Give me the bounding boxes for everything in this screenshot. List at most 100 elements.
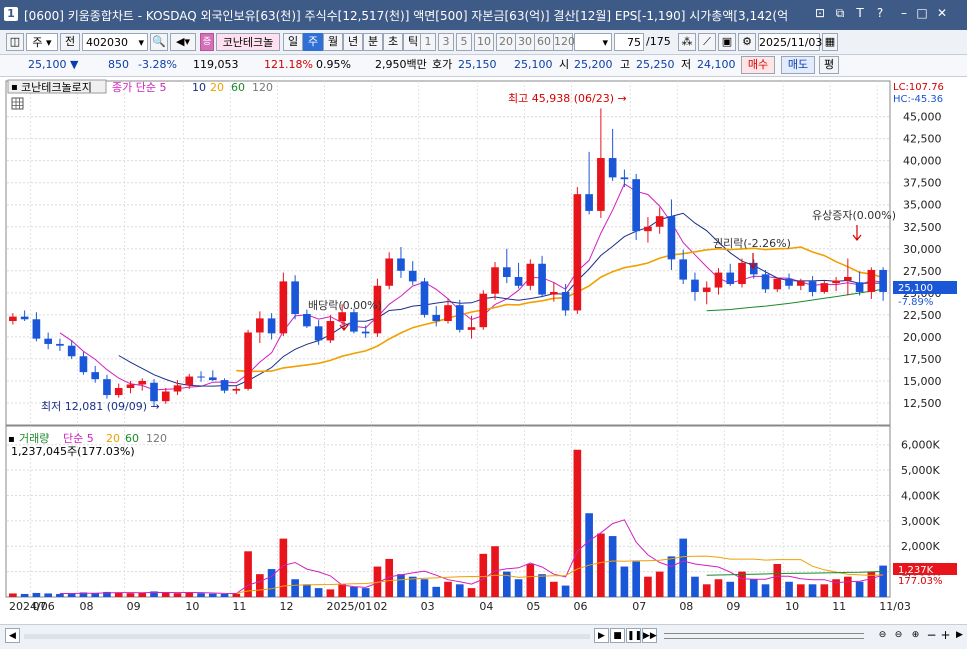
volume-bar [91, 592, 100, 597]
volume-bar [479, 553, 488, 597]
interval-year[interactable]: 년 [343, 33, 363, 51]
minimize-button[interactable]: – [901, 6, 907, 20]
volume-bar [232, 593, 241, 597]
chevron-down-icon[interactable]: ▾ [138, 36, 144, 49]
save-icon[interactable]: ▣ [718, 33, 736, 51]
zoom-reset-icon[interactable]: ⊖ [894, 630, 903, 640]
step-30[interactable]: 30 [515, 33, 535, 51]
font-icon[interactable]: T [856, 6, 864, 20]
zoom-in-icon[interactable]: ⊕ [911, 630, 920, 640]
volume-ma-5: 단순 5 [63, 432, 94, 445]
period-select[interactable]: 주 ▾ [26, 33, 58, 51]
price-tag [893, 281, 957, 294]
interval-day[interactable]: 일 [283, 33, 303, 51]
scroll-right-icon[interactable]: ▶ [956, 630, 963, 640]
stock-code-value: 402030 [86, 36, 128, 49]
stock-code-input[interactable]: 402030 ▾ [82, 33, 148, 51]
maximize-button[interactable]: □ [916, 6, 928, 20]
volume-ma-20: 20 [106, 432, 120, 445]
play-icon[interactable]: ▶ [594, 628, 609, 643]
help-icon[interactable]: ? [876, 6, 884, 20]
layout-icon[interactable]: ◫ [6, 33, 24, 51]
lc-label: LC:107.76 [893, 82, 944, 93]
candle-body [679, 259, 688, 280]
buy-button[interactable]: 매수 [741, 56, 775, 74]
volume-bar [691, 576, 699, 597]
low-price: 24,100 [697, 58, 736, 71]
candle-body [879, 269, 887, 292]
average-button[interactable]: 평 [819, 56, 839, 74]
price-tick-label: 42,500 [903, 133, 942, 146]
step-1[interactable]: 1 [420, 33, 436, 51]
candle-body [550, 291, 558, 295]
price-change-pct: -3.28% [138, 58, 177, 71]
sound-icon[interactable]: ◀▾ [170, 33, 196, 51]
scroll-track[interactable] [24, 634, 590, 639]
minus-icon[interactable]: − [926, 628, 937, 642]
search-icon[interactable]: 🔍 [150, 33, 168, 51]
table-icon[interactable] [11, 97, 24, 110]
volume-bar [256, 574, 264, 597]
high-label: 고 [620, 58, 631, 71]
whole-button[interactable]: 전 [60, 33, 80, 51]
volume-bar [420, 579, 429, 597]
scroll-bar[interactable]: ◀ ▶ ■ ❚❚ ▶▶ ⊖ ⊖ ⊕ − + ▶ [0, 624, 967, 649]
plus-icon[interactable]: + [940, 628, 951, 642]
pause-icon[interactable]: ❚❚ [626, 628, 642, 643]
interval-second[interactable]: 초 [383, 33, 403, 51]
volume-bar [538, 574, 546, 597]
step-60[interactable]: 60 [534, 33, 554, 51]
stock-name-field[interactable]: 코난테크놀 [216, 33, 280, 51]
count-total: /175 [646, 35, 671, 48]
hc-label: HC:-45.36 [893, 94, 943, 105]
candle-body [855, 282, 864, 292]
gear-icon[interactable]: ⚙ [738, 33, 756, 51]
volume-bar [573, 449, 582, 597]
zoom-out-icon[interactable]: ⊖ [878, 630, 887, 640]
chevron-down-icon[interactable]: ▾ [602, 36, 608, 49]
step-10[interactable]: 10 [474, 33, 494, 51]
interval-minute[interactable]: 분 [363, 33, 383, 51]
price-change: 850 [108, 58, 129, 71]
step-3[interactable]: 3 [438, 33, 454, 51]
interval-month[interactable]: 월 [323, 33, 343, 51]
candle-body [185, 376, 194, 386]
volume-bar [397, 574, 405, 597]
interval-week[interactable]: 주 [303, 33, 323, 51]
grid-icon[interactable]: ⁂ [678, 33, 696, 51]
fast-forward-icon[interactable]: ▶▶ [642, 628, 657, 643]
volume-bar [126, 593, 135, 597]
volume-bar [714, 579, 723, 597]
candle-body [808, 281, 817, 292]
copy-window-icon[interactable]: ⧉ [835, 6, 845, 20]
close-button[interactable]: ✕ [936, 6, 948, 20]
volume-bar [161, 592, 170, 597]
stock-chart[interactable]: 12,50015,00017,50020,00022,50025,00027,5… [0, 77, 967, 625]
volume-bar [361, 588, 370, 597]
volume-average-lines [59, 519, 884, 595]
volume-bullet: ▪ [8, 434, 15, 445]
step-20[interactable]: 20 [496, 33, 516, 51]
candle-body [56, 343, 64, 346]
count-input[interactable]: 75 [614, 33, 644, 51]
candle-body [138, 380, 147, 385]
date-input[interactable]: 2025/11/03 [758, 33, 822, 51]
volume-bar [432, 586, 441, 597]
zoom-slider[interactable] [664, 633, 864, 639]
scroll-left-icon[interactable]: ◀ [5, 628, 20, 643]
stop-icon[interactable]: ■ [610, 628, 625, 643]
sell-button[interactable]: 매도 [781, 56, 815, 74]
volume-bar [867, 571, 876, 597]
ma-legend-20: 20 [210, 81, 224, 94]
custom-step-input[interactable]: ▾ [574, 33, 612, 51]
calendar-icon[interactable]: ▦ [822, 33, 838, 51]
screen-icon[interactable]: ⊡ [814, 6, 826, 20]
candle-body [502, 267, 511, 277]
step-120[interactable]: 120 [553, 33, 575, 51]
cross-icon[interactable]: ⟋ [698, 33, 716, 51]
step-5[interactable]: 5 [456, 33, 472, 51]
volume-bar [44, 593, 52, 597]
time-tick-label: 04 [479, 600, 493, 613]
trade-amount: 2,950백만 [375, 58, 427, 71]
volume-bar [338, 584, 346, 597]
